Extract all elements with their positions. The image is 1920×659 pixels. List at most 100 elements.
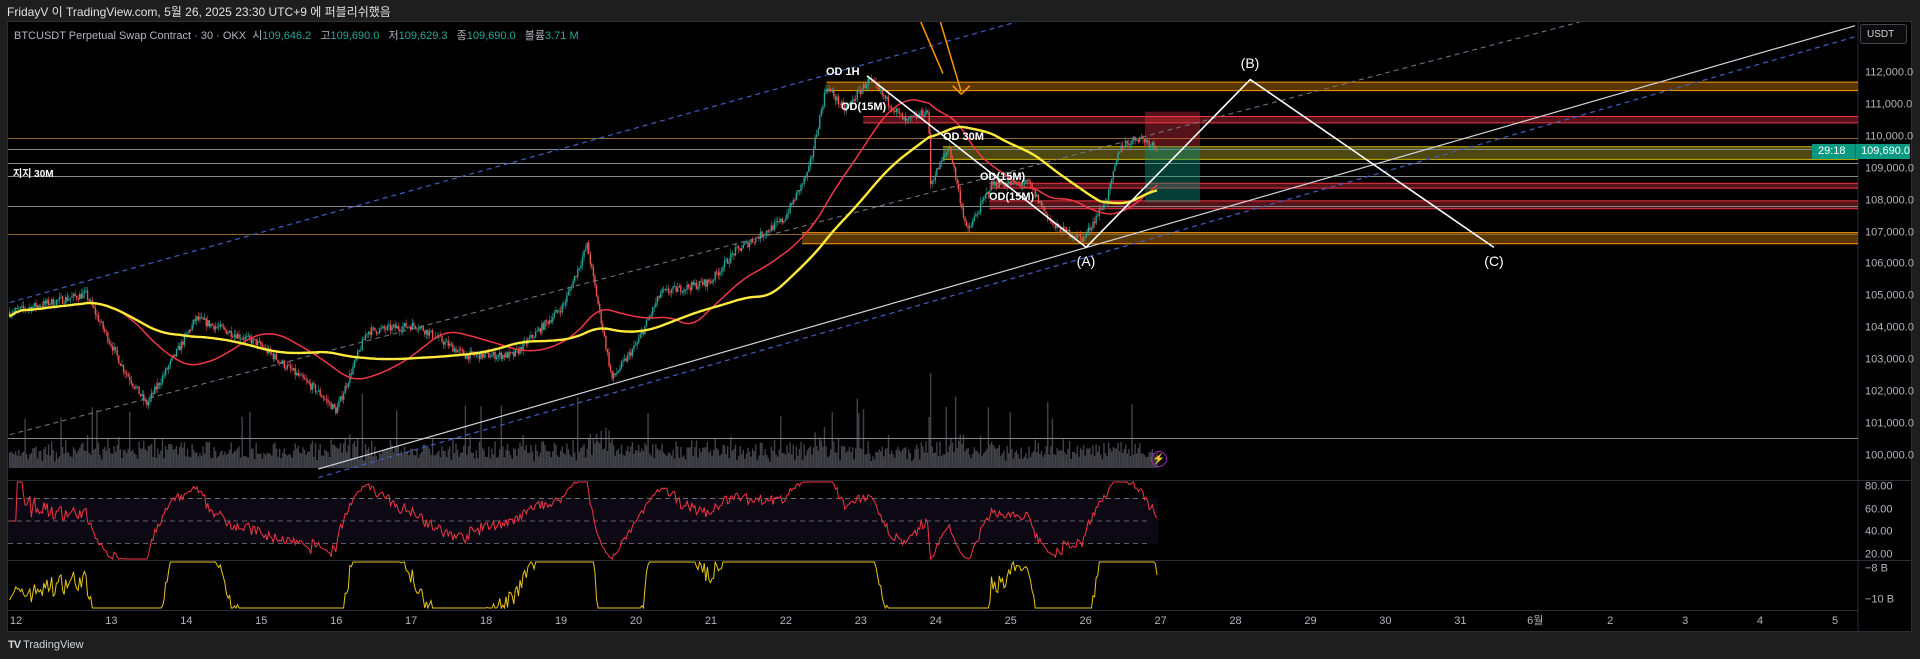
candle-body	[377, 333, 379, 334]
label-od-15m[interactable]: OD(15M)	[841, 101, 887, 113]
volume-bar	[46, 454, 48, 468]
volume-bar	[890, 450, 893, 468]
volume-bar	[784, 454, 787, 468]
volume-bar	[1089, 447, 1091, 468]
volume-bar	[889, 453, 891, 468]
volume-bar	[408, 455, 410, 468]
candle-body	[522, 342, 524, 351]
candle-body	[906, 119, 908, 121]
wave-label-b[interactable]: (B)	[1240, 55, 1260, 71]
symbol-legend[interactable]: BTCUSDT Perpetual Swap Contract · 30 · O…	[14, 27, 585, 43]
candle-body	[586, 242, 588, 250]
volume-bar	[897, 446, 899, 468]
lightning-icon[interactable]: ⚡	[1151, 451, 1167, 467]
volume-bar	[942, 454, 944, 468]
label-support-30m[interactable]: 지지 30M	[13, 169, 54, 180]
volume-bar	[595, 433, 598, 468]
candle-body	[639, 334, 641, 339]
label-od-1h[interactable]: OD 1H	[826, 66, 860, 78]
volume-bar	[672, 450, 674, 468]
volume-bar	[725, 453, 727, 468]
volume-bar	[445, 457, 448, 468]
currency-button[interactable]: USDT	[1860, 24, 1907, 44]
candle-body	[1000, 180, 1002, 185]
candle-body	[171, 357, 173, 361]
volume-bar	[856, 398, 858, 468]
candle-body	[499, 352, 501, 356]
candle-body	[361, 339, 364, 350]
candle-body	[364, 334, 367, 340]
volume-bar	[617, 448, 620, 468]
volume-bar	[1117, 443, 1119, 468]
candle-body	[656, 296, 659, 303]
volume-bar	[200, 455, 203, 468]
tradingview-logo[interactable]: TV TradingView	[8, 639, 84, 651]
volume-bar	[1104, 452, 1107, 468]
label-od-15m-3[interactable]: OD(15M)	[989, 191, 1035, 203]
volume-bar	[79, 447, 81, 468]
volume-bar	[1132, 454, 1135, 468]
candle-body	[584, 249, 587, 251]
candle-body	[933, 180, 935, 182]
volume-bar	[666, 455, 668, 468]
volume-bar	[1114, 448, 1116, 468]
volume-bar	[1090, 454, 1093, 468]
volume-bar	[581, 446, 584, 468]
volume-bar	[452, 440, 454, 468]
candle-body	[1156, 149, 1158, 151]
wave-label-a[interactable]: (A)	[1076, 253, 1096, 269]
candle-body	[356, 351, 359, 358]
candle-body	[903, 117, 905, 120]
candle-body	[99, 321, 101, 323]
last-price-badge: 29:18 109,690.0	[1812, 144, 1910, 159]
label-od-15m-2[interactable]: OD(15M)	[980, 171, 1026, 183]
candle-body	[55, 300, 58, 305]
candle-body	[1034, 189, 1036, 197]
candle-body	[1073, 236, 1075, 238]
volume-bar	[673, 458, 676, 468]
candle-body	[416, 328, 418, 330]
candle-body	[806, 171, 809, 178]
volume-bar	[870, 460, 873, 468]
candle-body	[672, 286, 674, 290]
volume-bar	[1000, 455, 1002, 468]
candle-body	[228, 330, 231, 333]
volume-bar	[895, 450, 897, 468]
volume-bar	[573, 452, 576, 468]
volume-bar	[968, 454, 971, 468]
volume-bar	[886, 448, 888, 468]
volume-bar	[736, 459, 738, 468]
candle-body	[614, 373, 616, 375]
volume-bar	[517, 448, 520, 468]
candle-body	[745, 241, 748, 243]
candle-body	[997, 186, 999, 188]
symbol-name[interactable]: BTCUSDT Perpetual Swap Contract · 30 · O…	[14, 30, 247, 42]
volume-bar	[1092, 445, 1094, 468]
volume-bar	[567, 449, 570, 468]
volume-bar	[303, 450, 306, 468]
volume-bar	[210, 457, 212, 468]
volume-bar	[555, 445, 557, 468]
candle-body	[331, 404, 334, 410]
candle-body	[662, 289, 665, 291]
volume-bar	[1128, 449, 1130, 468]
volume-bar	[467, 446, 470, 468]
volume-bar	[903, 448, 905, 468]
wave-label-c[interactable]: (C)	[1484, 253, 1504, 269]
volume-bar	[865, 454, 868, 468]
volume-bar	[706, 441, 709, 468]
volume-bar	[150, 443, 153, 468]
candle-body	[69, 297, 72, 300]
candle-body	[400, 330, 403, 332]
volume-bar	[1125, 444, 1127, 468]
candle-body	[958, 184, 960, 191]
label-od-30m[interactable]: OD 30M	[943, 131, 984, 143]
volume-bar	[542, 441, 545, 468]
volume-bar	[1078, 456, 1080, 468]
candle-body	[139, 394, 142, 396]
volume-bar	[1079, 447, 1082, 468]
candle-body	[787, 213, 790, 214]
volume-bar	[133, 453, 136, 468]
wave-path[interactable]	[866, 75, 1495, 249]
